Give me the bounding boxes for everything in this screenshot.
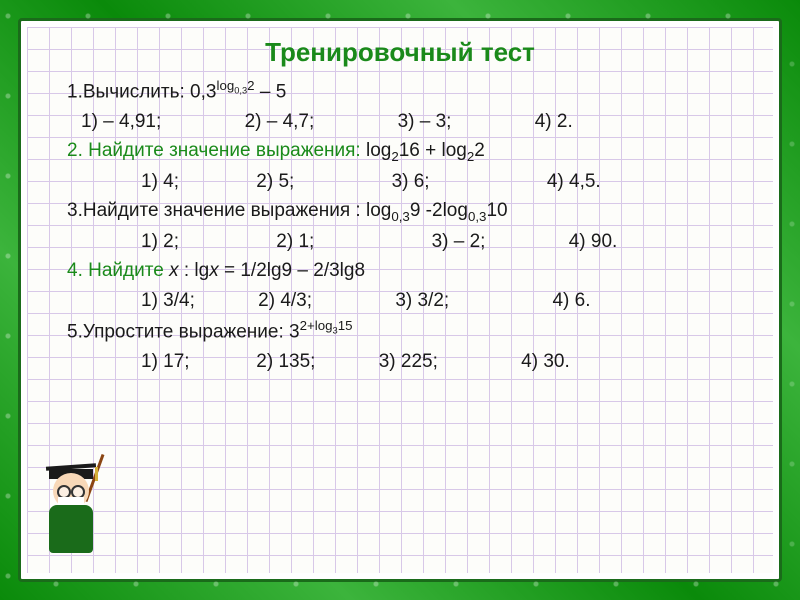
q3-opt-4: 4) 90. bbox=[565, 227, 625, 257]
q4-prompt: Найдите bbox=[88, 260, 169, 281]
q2-opt-3: 3) 6; bbox=[388, 167, 448, 197]
q2-opt-1: 1) 4; bbox=[137, 167, 197, 197]
q4-var: x bbox=[169, 260, 179, 281]
q5-opt-2: 2) 135; bbox=[252, 347, 319, 377]
q2-expr: log216 + log22 bbox=[361, 140, 485, 161]
q5-opt-4: 4) 30. bbox=[517, 347, 577, 377]
q3-opt-2: 2) 1; bbox=[272, 227, 332, 257]
q5-opt-1: 1) 17; bbox=[137, 347, 197, 377]
q5-prompt: Упростите выражение: 3 bbox=[83, 322, 300, 343]
tassel-icon bbox=[95, 467, 98, 481]
q1-opt-1: 1) – 4,91; bbox=[77, 107, 165, 137]
glasses-icon bbox=[57, 485, 85, 493]
q5-opt-3: 3) 225; bbox=[375, 347, 442, 377]
q1-opt-2: 2) – 4,7; bbox=[241, 107, 319, 137]
q1-num: 1. bbox=[67, 81, 83, 102]
q4-opt-2: 2) 4/3; bbox=[254, 286, 316, 316]
grid-paper-background: Тренировочный тест 1.Вычислить: 0,3log0,… bbox=[27, 27, 773, 573]
leaf-border-frame: Тренировочный тест 1.Вычислить: 0,3log0,… bbox=[0, 0, 800, 600]
q1-opt-3: 3) – 3; bbox=[394, 107, 456, 137]
q2-opt-4: 4) 4,5. bbox=[543, 167, 605, 197]
q5-options: 1) 17; 2) 135; 3) 225; 4) 30. bbox=[67, 347, 733, 377]
q4-opt-3: 3) 3/2; bbox=[391, 286, 453, 316]
q3-opt-1: 1) 2; bbox=[137, 227, 197, 257]
q1-opt-4: 4) 2. bbox=[531, 107, 591, 137]
q3-opt-3: 3) – 2; bbox=[428, 227, 490, 257]
slide-title: Тренировочный тест bbox=[67, 37, 733, 68]
q4-num: 4. bbox=[67, 260, 83, 281]
inner-white-border: Тренировочный тест 1.Вычислить: 0,3log0,… bbox=[18, 18, 782, 582]
q4-opt-1: 1) 3/4; bbox=[137, 286, 199, 316]
question-4: 4. Найдите x : lgx = 1/2lg9 – 2/3lg8 bbox=[67, 257, 733, 286]
q2-opt-2: 2) 5; bbox=[252, 167, 312, 197]
q1-options: 1) – 4,91; 2) – 4,7; 3) – 3; 4) 2. bbox=[67, 107, 733, 137]
q5-num: 5. bbox=[67, 322, 83, 343]
question-1: 1.Вычислить: 0,3log0,32 – 5 bbox=[67, 76, 733, 107]
q3-options: 1) 2; 2) 1; 3) – 2; 4) 90. bbox=[67, 227, 733, 257]
q4-opt-4: 4) 6. bbox=[548, 286, 608, 316]
question-5: 5.Упростите выражение: 32+log315 bbox=[67, 316, 733, 347]
q3-prompt: Найдите значение выражения : bbox=[83, 200, 361, 221]
q2-num: 2. bbox=[67, 140, 83, 161]
q1-prompt: Вычислить: 0,3 bbox=[83, 81, 217, 102]
q2-prompt: Найдите значение выражения: bbox=[88, 140, 361, 161]
robe-icon bbox=[49, 505, 93, 553]
question-2: 2. Найдите значение выражения: log216 + … bbox=[67, 137, 733, 167]
q4-options: 1) 3/4; 2) 4/3; 3) 3/2; 4) 6. bbox=[67, 286, 733, 316]
q3-num: 3. bbox=[67, 200, 83, 221]
question-3: 3.Найдите значение выражения : log0,39 -… bbox=[67, 197, 733, 227]
professor-clipart bbox=[31, 453, 111, 573]
q2-options: 1) 4; 2) 5; 3) 6; 4) 4,5. bbox=[67, 167, 733, 197]
